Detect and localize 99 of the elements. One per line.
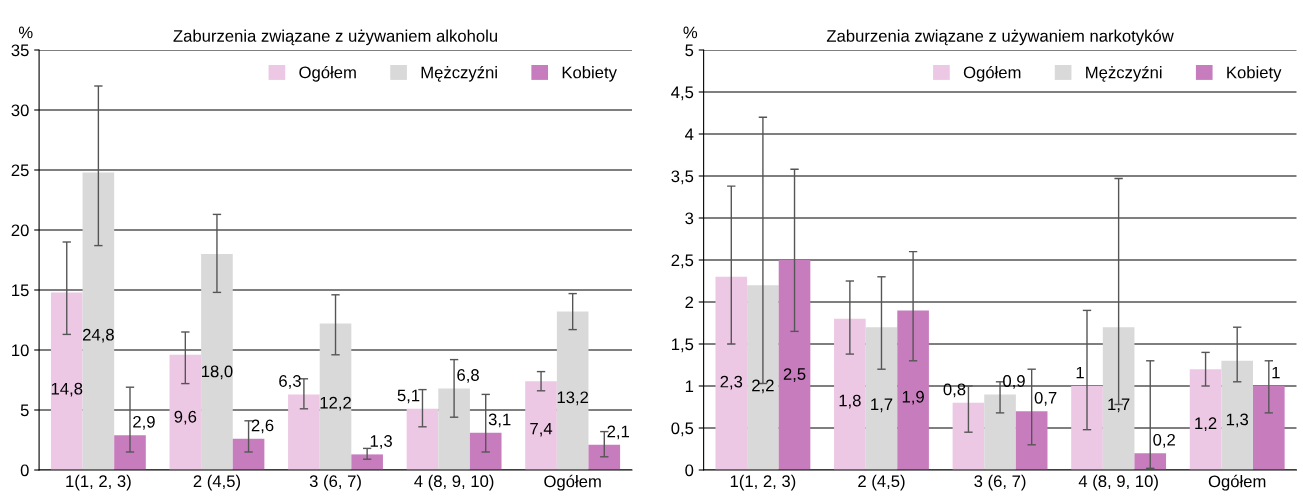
x-tick-label: 4 (8, 9, 10): [414, 474, 494, 491]
data-label: 1: [1272, 366, 1280, 379]
data-label: 2,2: [752, 379, 774, 394]
bar: [169, 354, 202, 470]
bar: [715, 276, 748, 470]
y-tick-label: 3,5: [671, 170, 694, 185]
data-label: 3,1: [488, 413, 511, 428]
bar: [525, 381, 557, 470]
x-tick-label: 3 (6, 7): [974, 474, 1026, 491]
y-tick-label: 5: [685, 44, 694, 57]
x-tick-label: 2 (4,5): [858, 474, 905, 491]
y-tick-label: 2: [685, 296, 694, 309]
y-tick-label: 0: [20, 464, 29, 477]
x-tick-label: Ogółem: [1208, 474, 1266, 491]
bar: [984, 394, 1016, 470]
chart-title: Zaburzenia związane z używaniem narkotyków: [826, 29, 1174, 46]
y-tick-label: 0: [685, 464, 694, 477]
bar: [1015, 411, 1048, 470]
y-tick-label: 5: [20, 404, 29, 417]
data-label: 0,8: [943, 383, 966, 398]
y-tick-label: 15: [12, 284, 29, 297]
y-tick-label: 0,5: [671, 422, 694, 437]
data-label: 1: [1076, 366, 1084, 379]
x-tick-label: 1(1, 2, 3): [730, 474, 796, 491]
bar: [1134, 453, 1167, 470]
y-tick-label: 2,5: [671, 254, 694, 269]
data-label: 2,5: [783, 368, 806, 382]
bar: [834, 318, 866, 470]
bar: [747, 285, 779, 470]
data-label: 0,7: [1034, 391, 1057, 406]
y-axis-title: %: [18, 26, 33, 39]
bar: [778, 260, 811, 470]
y-tick-label: 10: [12, 344, 29, 357]
bar: [1102, 327, 1135, 470]
bar: [1189, 369, 1222, 470]
bar: [351, 454, 383, 470]
bar: [469, 432, 502, 470]
chart-title: Zaburzenia związane z używaniem alkoholu: [173, 29, 498, 46]
legend-label: Mężczyźni: [421, 65, 497, 82]
legend-label: Kobiety: [1227, 66, 1282, 82]
data-label: 1,9: [902, 390, 924, 405]
x-tick-label: 2 (4,5): [193, 474, 240, 491]
legend-label: Kobiety: [562, 66, 617, 82]
legend-label: Ogółem: [299, 65, 356, 82]
y-tick-label: 4,5: [671, 86, 694, 101]
data-label: 6,8: [457, 369, 479, 383]
y-axis-title: %: [683, 26, 698, 39]
bar: [588, 444, 621, 470]
bar: [556, 311, 589, 470]
data-label: 1,7: [1108, 398, 1130, 413]
bar: [201, 254, 233, 470]
bar: [50, 292, 83, 470]
bar: [232, 438, 265, 470]
y-tick-label: 35: [11, 44, 29, 57]
bar: [82, 172, 115, 470]
x-tick-label: 3 (6, 7): [309, 474, 361, 491]
data-label: 1,7: [871, 398, 893, 413]
data-label: 1,3: [1226, 413, 1249, 428]
data-label: 2,6: [251, 419, 274, 434]
data-label: 5,1: [397, 389, 420, 404]
bar: [288, 394, 320, 470]
x-tick-label: Ogółem: [544, 474, 601, 491]
bar: [114, 435, 146, 470]
data-label: 9,6: [174, 410, 197, 425]
data-label: 7,4: [530, 422, 553, 437]
bar: [952, 402, 985, 470]
data-label: 24,8: [83, 328, 114, 343]
x-tick-label: 1(1, 2, 3): [66, 474, 131, 491]
legend-label: Ogółem: [963, 65, 1021, 82]
data-label: 0,9: [1003, 375, 1025, 389]
data-label: 0,2: [1153, 433, 1175, 448]
data-label: 2,9: [133, 415, 155, 430]
bar: [897, 310, 929, 470]
data-label: 12,2: [320, 396, 351, 411]
data-label: 2,3: [720, 375, 743, 390]
data-label: 1,3: [370, 435, 392, 449]
data-label: 1,8: [839, 394, 861, 409]
y-tick-label: 1: [685, 380, 694, 393]
bar: [438, 388, 470, 470]
bar: [406, 408, 439, 470]
y-tick-label: 3: [685, 212, 694, 225]
bar: [865, 327, 898, 470]
bar: [1071, 386, 1103, 470]
data-label: 2,1: [607, 425, 630, 440]
y-tick-label: 25: [11, 164, 29, 177]
data-label: 6,3: [279, 375, 301, 389]
data-label: 1,2: [1195, 417, 1217, 432]
bar: [1221, 360, 1254, 470]
data-label: 13,2: [557, 391, 589, 406]
y-tick-label: 1,5: [672, 338, 694, 353]
data-label: 14,8: [51, 382, 83, 397]
x-tick-label: 4 (8, 9, 10): [1078, 474, 1158, 491]
bar: [1253, 386, 1285, 470]
y-tick-label: 30: [11, 104, 29, 117]
bar: [319, 323, 352, 470]
legend-label: Mężczyźni: [1086, 65, 1162, 82]
y-tick-label: 20: [11, 224, 29, 237]
data-label: 18,0: [202, 365, 233, 380]
y-tick-label: 4: [685, 128, 694, 141]
